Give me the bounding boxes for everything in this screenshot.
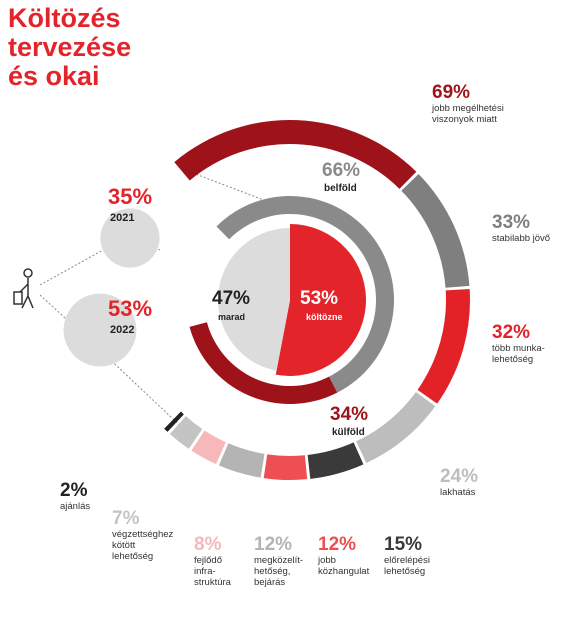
value-label: 53% xyxy=(108,296,153,321)
value-label: 8% xyxy=(194,534,222,555)
value-label: 12% xyxy=(254,534,293,555)
category-label: ajánlás xyxy=(60,501,91,512)
category-label: előrelépési lehetőség xyxy=(384,555,430,577)
category-label: marad xyxy=(218,312,246,322)
ring-segment xyxy=(216,196,394,393)
value-label: 15% xyxy=(384,534,423,555)
category-label: belföld xyxy=(324,183,357,194)
title: Költözés tervezése és okai xyxy=(8,3,132,92)
value-label: 53% xyxy=(300,288,339,309)
ring-segment xyxy=(263,454,308,481)
value-label: 32% xyxy=(492,322,531,343)
category-label: külföld xyxy=(332,427,365,438)
value-label: 69% xyxy=(432,82,471,103)
value-label: 2% xyxy=(60,480,88,501)
ring-segment xyxy=(174,119,417,189)
ring-segment xyxy=(164,411,184,432)
category-label: költözne xyxy=(306,312,343,322)
ring-segment xyxy=(417,288,471,404)
value-label: 12% xyxy=(318,534,357,555)
category-label: jobb megélhetési viszonyok miatt xyxy=(432,103,504,125)
category-label: jobb közhangulat xyxy=(318,555,370,577)
value-label: 33% xyxy=(492,212,531,233)
category-label: stabilabb jövő xyxy=(492,233,551,244)
category-label: fejlődő infra- struktúra xyxy=(194,555,231,588)
value-label: 7% xyxy=(112,508,140,529)
year-bubble xyxy=(100,208,160,268)
ring-segment xyxy=(189,322,338,404)
pie-slice xyxy=(275,224,366,376)
value-label: 66% xyxy=(322,160,361,181)
category-label: végzettséghez kötött lehetőség xyxy=(112,529,174,562)
category-label: 2021 xyxy=(110,212,135,224)
ring-segment xyxy=(356,392,436,464)
ring-segment xyxy=(169,416,203,449)
category-label: több munka- lehetőség xyxy=(492,343,545,365)
value-label: 47% xyxy=(212,288,251,309)
ring-segment xyxy=(191,430,226,465)
category-label: 2022 xyxy=(110,324,135,336)
category-label: megközelít- hetőség, bejárás xyxy=(254,555,304,588)
ring-segment xyxy=(307,442,364,479)
person-icon xyxy=(13,268,34,309)
pie-slice xyxy=(218,228,290,371)
value-label: 34% xyxy=(330,404,369,425)
ring-segment xyxy=(218,443,265,478)
value-label: 35% xyxy=(108,184,153,209)
category-label: lakhatás xyxy=(440,487,476,498)
value-label: 24% xyxy=(440,466,479,487)
year-bubble xyxy=(63,293,137,367)
ring-segment xyxy=(401,173,470,288)
